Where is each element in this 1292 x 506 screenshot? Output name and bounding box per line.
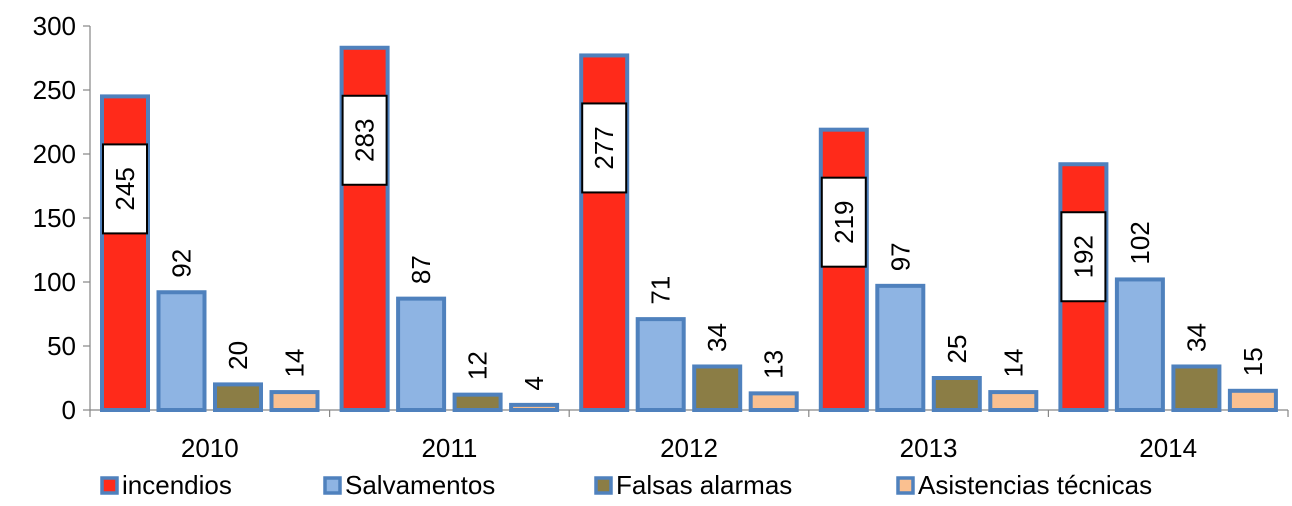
bar-falsas-alarmas-2013 [931,376,982,412]
data-label-incendios-2012: 277 [581,102,628,194]
data-label-box [1060,211,1107,303]
x-tick-label: 2011 [421,433,477,463]
bar-salvamentos-2011 [396,296,447,413]
data-label-text: 20 [223,341,253,370]
legend-label: Asistencias técnicas [918,470,1152,500]
x-tick-label: 2014 [1139,433,1197,463]
data-label-falsas-alarmas-2011: 12 [463,351,493,380]
legend-label: incendios [122,470,232,500]
legend: incendios Salvamentos Falsas alarmas Asiste… [100,470,1152,500]
data-label-box [102,143,148,235]
y-tick-label: 200 [33,139,76,169]
bar-salvamentos-2010 [156,290,207,412]
bar-asistencias-t-cnicas-2010 [269,390,320,412]
legend-swatch [896,476,915,495]
data-label-incendios-2013: 219 [820,176,867,268]
data-label-salvamentos-2014: 102 [1125,221,1155,264]
data-label-asistencias-t-cnicas-2011: 4 [519,376,549,390]
legend-swatch [100,476,119,495]
legend-item-falsas-alarmas: Falsas alarmas [594,470,792,500]
data-label-text: 15 [1238,347,1268,376]
y-axis: 0 50 100 150 200 250 300 [33,11,91,425]
data-label-text: 283 [350,119,380,162]
data-label-box [341,94,388,186]
legend-label: Salvamentos [345,470,495,500]
data-label-text: 192 [1068,235,1098,278]
bar-salvamentos-2012 [635,317,686,412]
data-label-asistencias-t-cnicas-2014: 15 [1238,347,1268,376]
data-label-asistencias-t-cnicas-2012: 13 [759,350,789,379]
bar-asistencias-t-cnicas-2014 [1227,388,1278,412]
data-label-text: 87 [406,255,436,284]
data-label-falsas-alarmas-2010: 20 [223,341,253,370]
bar-incendios-2013 [818,127,869,412]
legend-item-incendios: incendios [100,470,232,500]
data-label-box [820,176,867,268]
data-label-asistencias-t-cnicas-2013: 14 [998,349,1028,378]
data-label-incendios-2010: 245 [102,143,148,235]
y-tick-label: 300 [33,11,76,41]
bar-falsas-alarmas-2012 [692,364,743,413]
data-label-text: 102 [1125,221,1155,264]
data-label-text: 97 [885,242,915,271]
data-label-text: 14 [280,349,310,378]
bar-falsas-alarmas-2011 [452,392,503,413]
data-label-text: 245 [110,167,140,210]
data-label-falsas-alarmas-2014: 34 [1181,323,1211,352]
data-label-text: 14 [998,349,1028,378]
data-label-text: 34 [702,323,732,352]
data-labels: 245 283 277 219 192 92 87 71 97 102 20 12 34 25 34 14 4 1… [102,94,1268,391]
data-label-falsas-alarmas-2013: 25 [942,335,972,364]
data-label-salvamentos-2011: 87 [406,255,436,284]
data-label-text: 4 [519,376,549,390]
x-axis: 2010 2011 2012 2013 2014 [89,409,1289,463]
data-label-incendios-2014: 192 [1060,211,1107,303]
data-label-salvamentos-2012: 71 [646,276,676,305]
data-label-box [581,102,628,194]
x-tick-label: 2010 [181,433,239,463]
legend-item-salvamentos: Salvamentos [323,470,495,500]
y-tick-label: 150 [33,203,76,233]
bar-salvamentos-2013 [875,283,926,412]
bars [100,45,1278,413]
data-label-salvamentos-2010: 92 [167,249,197,278]
y-tick-label: 0 [62,395,76,425]
legend-swatch [323,476,342,495]
data-label-salvamentos-2013: 97 [885,242,915,271]
y-tick-label: 50 [47,331,76,361]
data-label-text: 13 [759,350,789,379]
data-label-asistencias-t-cnicas-2010: 14 [280,349,310,378]
data-label-text: 34 [1181,323,1211,352]
data-label-text: 219 [829,200,859,243]
data-label-text: 71 [646,276,676,305]
legend-swatch [594,476,613,495]
bar-falsas-alarmas-2010 [213,382,263,412]
data-label-text: 25 [942,335,972,364]
bar-asistencias-t-cnicas-2012 [748,391,799,412]
y-tick-label: 250 [33,75,76,105]
legend-label: Falsas alarmas [616,470,792,500]
data-label-text: 277 [589,126,619,169]
y-tick-label: 100 [33,267,76,297]
bar-salvamentos-2014 [1114,277,1165,412]
bar-asistencias-t-cnicas-2011 [509,402,560,413]
bar-asistencias-t-cnicas-2013 [988,390,1039,412]
data-label-text: 12 [463,351,493,380]
x-tick-label: 2013 [900,433,958,463]
x-tick-label: 2012 [660,433,718,463]
data-label-incendios-2011: 283 [341,94,388,186]
data-label-text: 92 [167,249,197,278]
bar-falsas-alarmas-2014 [1171,364,1222,413]
legend-item-asistencias-t-cnicas: Asistencias técnicas [896,470,1152,500]
data-label-falsas-alarmas-2012: 34 [702,323,732,352]
